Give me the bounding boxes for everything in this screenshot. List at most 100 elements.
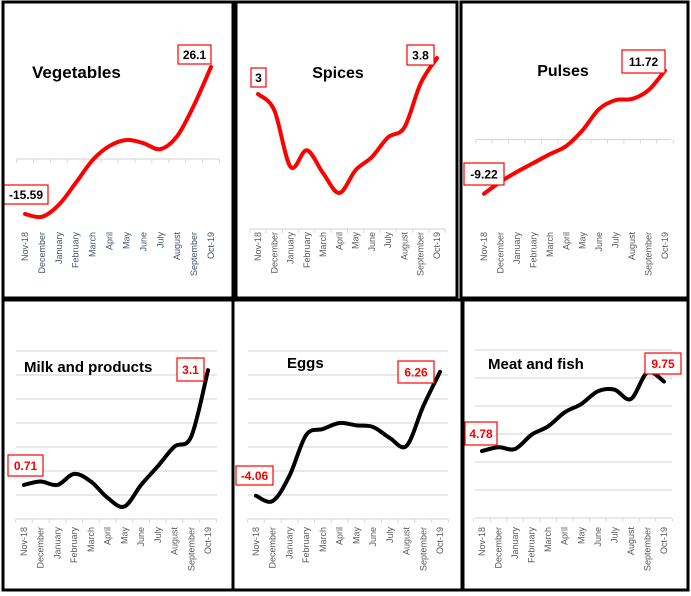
series-line-spices	[256, 56, 439, 195]
panel-vegetables: Nov-18 December January February March April M…	[1, 0, 235, 300]
data-label-last: 11.72	[629, 55, 659, 69]
category-label: February	[302, 232, 312, 269]
category-label: December	[268, 527, 278, 569]
panel-eggs: Nov-18 December January February March April M…	[231, 298, 464, 592]
category-label: Oct-19	[659, 527, 669, 554]
category-label: May	[351, 527, 361, 545]
category-label: December	[37, 232, 47, 274]
category-label: May	[351, 232, 361, 250]
category-label: January	[54, 232, 64, 265]
category-label: July	[609, 527, 619, 544]
panel-title: Pulses	[537, 63, 589, 80]
data-label-box	[7, 454, 44, 477]
category-label: December	[495, 232, 505, 274]
category-label: January	[510, 527, 520, 560]
category-label: March	[86, 527, 96, 552]
data-label-box	[621, 49, 666, 74]
category-label: May	[121, 232, 131, 250]
panel-title: Eggs	[287, 355, 324, 372]
category-label: Oct-19	[432, 232, 442, 259]
category-label: March	[88, 232, 98, 257]
series-line-vegetables	[23, 64, 213, 220]
data-label-last: 6.26	[404, 366, 428, 380]
category-label: Oct-19	[206, 232, 216, 259]
category-label: June	[367, 232, 377, 252]
panel-border	[461, 298, 690, 592]
category-label: August	[402, 527, 412, 556]
category-label: Nov-18	[20, 232, 30, 261]
category-label: September	[642, 527, 652, 571]
category-label: December	[36, 527, 46, 569]
panel-border	[1, 0, 235, 300]
category-label: May	[119, 527, 129, 545]
category-label: December	[494, 527, 504, 569]
category-label: February	[527, 527, 537, 564]
category-label: Oct-19	[660, 232, 670, 259]
category-label: September	[418, 527, 428, 571]
category-label: July	[385, 527, 395, 544]
panel-meat-and-fish: Nov-18 December January February March April M…	[461, 298, 690, 592]
category-label: August	[626, 527, 636, 556]
category-label: March	[318, 527, 328, 552]
category-label: September	[186, 527, 196, 571]
category-label: March	[543, 527, 553, 552]
category-label: June	[593, 527, 603, 547]
category-label: February	[71, 232, 81, 269]
data-label-box	[644, 352, 682, 375]
panel-border	[234, 0, 459, 300]
category-label: April	[561, 232, 571, 250]
category-label: August	[172, 232, 182, 261]
category-label: March	[545, 232, 555, 257]
series-line-meat-and-fish	[480, 369, 666, 454]
data-label-box	[177, 44, 212, 65]
category-label: June	[136, 527, 146, 547]
data-label-first: -9.22	[470, 168, 498, 182]
category-label: August	[170, 527, 180, 556]
series-line-eggs	[254, 369, 442, 504]
data-label-first: 3	[255, 71, 262, 85]
series-line-milk-and-products	[22, 368, 210, 509]
category-label: Oct-19	[435, 527, 445, 554]
panel-title: Vegetables	[32, 63, 121, 82]
category-label: April	[105, 232, 115, 250]
category-label: July	[383, 232, 393, 249]
data-label-box	[464, 421, 498, 446]
category-label: Nov-18	[253, 232, 263, 261]
category-label: May	[578, 232, 588, 250]
category-label: February	[69, 527, 79, 564]
category-label: April	[334, 232, 344, 250]
data-label-first: -15.59	[9, 188, 43, 202]
panel-title: Meat and fish	[488, 356, 584, 373]
category-label: Nov-18	[477, 527, 487, 556]
panel-border	[459, 0, 690, 300]
category-label: June	[368, 527, 378, 547]
category-label: January	[286, 232, 296, 265]
data-label-box	[406, 44, 435, 66]
category-label: February	[301, 527, 311, 564]
category-label: September	[644, 232, 654, 276]
category-label: September	[189, 232, 199, 276]
category-label: March	[318, 232, 328, 257]
data-label-last: 9.75	[651, 357, 675, 371]
series-line-pulses	[482, 68, 667, 196]
category-label: Nov-18	[479, 232, 489, 261]
data-label-last: 3.1	[182, 363, 199, 377]
data-label-box	[397, 360, 435, 384]
panel-title: Milk and products	[24, 359, 152, 376]
category-label: September	[416, 232, 426, 276]
category-label: Oct-19	[203, 527, 213, 554]
category-label: December	[269, 232, 279, 274]
category-label: July	[611, 232, 621, 249]
category-label: February	[528, 232, 538, 269]
category-label: January	[52, 527, 62, 560]
category-label: July	[155, 232, 165, 249]
category-label: April	[103, 527, 113, 545]
category-label: April	[335, 527, 345, 545]
data-label-last: 3.8	[412, 49, 429, 63]
category-label: August	[399, 232, 409, 261]
category-label: January	[512, 232, 522, 265]
data-label-box	[235, 465, 274, 486]
category-label: August	[627, 232, 637, 261]
category-label: May	[576, 527, 586, 545]
category-label: June	[594, 232, 604, 252]
